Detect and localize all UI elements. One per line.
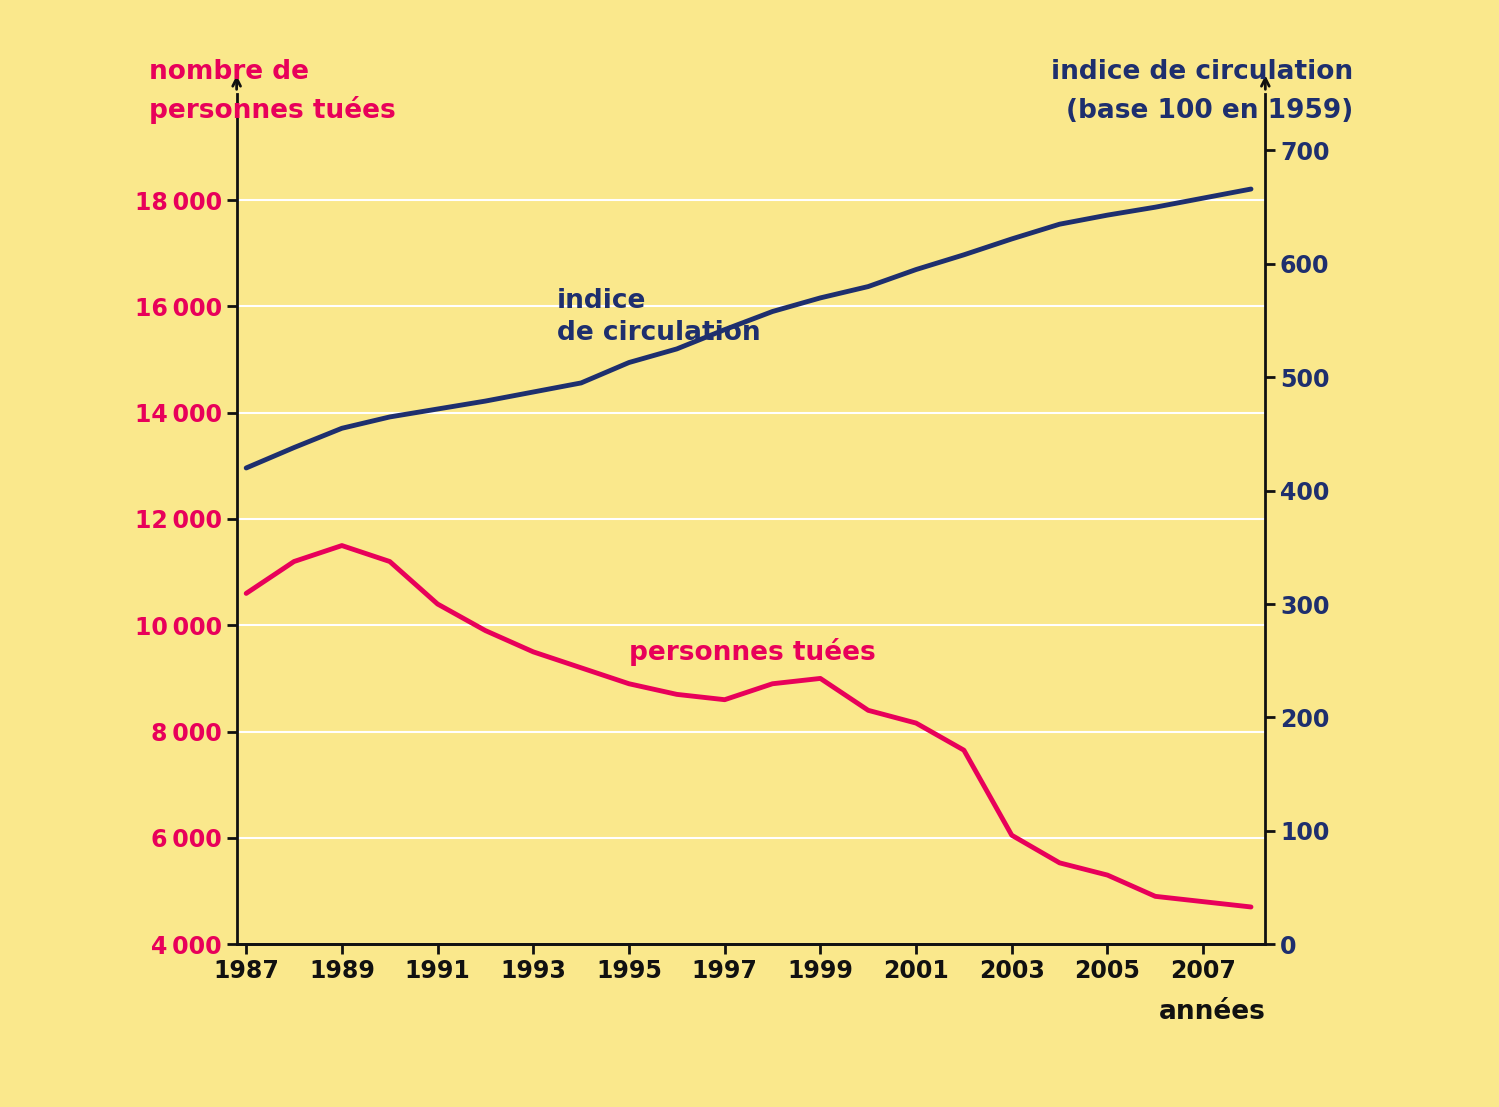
Text: (base 100 en 1959): (base 100 en 1959) (1066, 97, 1352, 124)
Text: années: années (1159, 1000, 1265, 1025)
Text: personnes tuées: personnes tuées (630, 638, 875, 665)
Text: personnes tuées: personnes tuées (150, 95, 396, 124)
Text: indice de circulation: indice de circulation (1051, 60, 1352, 85)
Text: nombre de: nombre de (150, 60, 309, 85)
Text: indice
de circulation: indice de circulation (558, 288, 761, 346)
